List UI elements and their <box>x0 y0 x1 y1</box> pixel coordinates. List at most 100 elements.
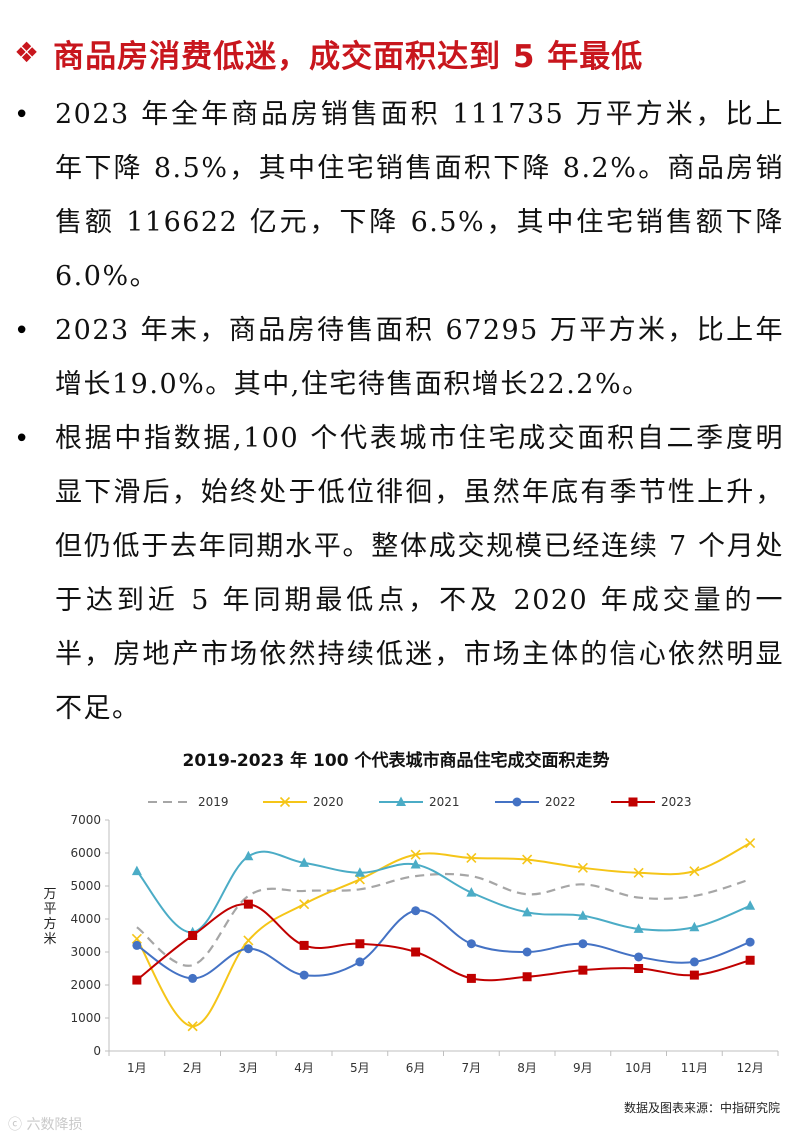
data-point-2022 <box>689 957 699 967</box>
x-tick-label: 1月 <box>127 1061 147 1075</box>
x-tick-label: 12月 <box>736 1061 763 1075</box>
x-marker-stroke <box>745 838 756 849</box>
y-tick-label: 3000 <box>70 945 101 959</box>
bullet-dot-icon: • <box>14 316 31 346</box>
data-point-2021 <box>689 921 700 932</box>
legend-item-2021: 2021 <box>379 795 460 809</box>
section-title: 商品房消费低迷，成交面积达到 5 年最低 <box>53 38 644 75</box>
legend-label: 2019 <box>198 795 229 809</box>
line-chart: 2019-2023 年 100 个代表城市商品住宅成交面积走势 2019 2020… <box>43 750 780 1115</box>
x-marker-stroke <box>410 849 421 860</box>
data-point-2023 <box>466 973 476 983</box>
series-line-2023 <box>136 903 751 982</box>
legend-item-2023: 2023 <box>611 795 692 809</box>
legend-marker <box>628 797 638 807</box>
bullet-list: • 2023 年全年商品房销售面积 111735 万平方米，比上年下降 8.5%… <box>14 88 784 736</box>
x-marker-stroke <box>633 867 644 878</box>
bullet-text: 根据中指数据,100 个代表城市住宅成交面积自二季度明显下滑后，始终处于低位徘徊… <box>55 423 784 724</box>
legend-item-2020: 2020 <box>263 795 344 809</box>
data-point-2020 <box>131 933 142 944</box>
x-marker-stroke <box>577 862 588 873</box>
data-point-2021 <box>410 859 421 869</box>
data-point-2021 <box>243 850 254 861</box>
watermark-logo: ⓒ 六数降损 <box>8 1117 83 1133</box>
chart-container: 2019-2023 年 100 个代表城市商品住宅成交面积走势 2019 2020… <box>0 738 793 1139</box>
x-tick-label: 11月 <box>681 1061 708 1075</box>
data-point-2020 <box>745 838 756 849</box>
x-tick-label: 6月 <box>406 1061 426 1075</box>
data-point-2020 <box>522 854 533 865</box>
y-tick-label: 5000 <box>70 879 101 893</box>
chart-axes: 0 1000 2000 3000 4000 5000 6000 7000 1月 2月 3月 4月 5月 6… <box>43 813 779 1075</box>
bullet-text: 2023 年末，商品房待售面积 67295 万平方米，比上年增长19.0%。其中… <box>55 315 784 400</box>
data-point-2022 <box>578 939 588 949</box>
x-tick-label: 7月 <box>462 1061 482 1075</box>
x-marker-stroke <box>131 933 142 944</box>
data-point-2020 <box>187 1021 198 1032</box>
data-point-2023 <box>243 899 253 909</box>
bullet-item: • 2023 年末，商品房待售面积 67295 万平方米，比上年增长19.0%。… <box>14 304 784 412</box>
data-point-2021 <box>354 867 365 877</box>
data-point-2023 <box>132 975 142 985</box>
data-point-2020 <box>466 852 477 864</box>
x-tick-label: 2月 <box>183 1061 203 1075</box>
data-point-2023 <box>578 965 588 975</box>
chart-source: 数据及图表来源：中指研究院 <box>624 1100 780 1115</box>
data-point-2023 <box>634 964 644 973</box>
series-2022 <box>132 906 755 983</box>
data-point-2022 <box>634 952 644 962</box>
bullet-dot-icon: • <box>14 100 31 130</box>
x-marker-stroke <box>279 796 291 808</box>
data-point-2022 <box>243 944 253 954</box>
y-tick-label: 0 <box>93 1044 101 1058</box>
data-point-2022 <box>745 937 755 947</box>
series-2023 <box>132 899 755 985</box>
x-tick-label: 8月 <box>517 1061 537 1075</box>
y-tick-label: 2000 <box>70 978 101 992</box>
data-point-2023 <box>188 931 198 940</box>
x-tick-label: 5月 <box>350 1061 370 1075</box>
data-point-2023 <box>522 972 532 982</box>
y-tick-label: 7000 <box>70 813 101 827</box>
data-point-2021 <box>522 906 533 917</box>
legend-item-2019: 2019 <box>148 795 229 809</box>
data-point-2022 <box>299 970 309 980</box>
series-2019 <box>136 872 751 967</box>
data-point-2023 <box>745 955 755 965</box>
legend-label: 2022 <box>545 795 576 809</box>
data-point-2022 <box>355 957 365 967</box>
series-line-2020 <box>136 842 751 1028</box>
data-point-2021 <box>299 857 310 867</box>
data-point-2022 <box>411 906 421 916</box>
data-point-2021 <box>131 865 142 876</box>
diamond-bullet-icon: ❖ <box>14 36 40 69</box>
legend-label: 2021 <box>429 795 460 809</box>
y-tick-label: 6000 <box>70 846 101 860</box>
data-point-2020 <box>410 849 421 860</box>
bullet-item: • 根据中指数据,100 个代表城市住宅成交面积自二季度明显下滑后，始终处于低位… <box>14 412 784 736</box>
y-tick-label: 4000 <box>70 912 101 926</box>
x-marker-stroke <box>522 854 533 865</box>
legend-item-2022: 2022 <box>495 795 576 809</box>
data-point-2023 <box>299 940 309 950</box>
legend-label: 2023 <box>661 795 692 809</box>
data-point-2022 <box>466 939 476 949</box>
data-point-2021 <box>577 910 588 920</box>
x-marker-stroke <box>243 935 254 946</box>
chart-legend: 2019 2020 2021 2022 2023 <box>148 795 692 809</box>
data-point-2023 <box>411 947 421 957</box>
y-tick-label: 1000 <box>70 1011 101 1025</box>
legend-marker <box>396 796 406 806</box>
data-point-2020 <box>633 867 644 878</box>
data-point-2020 <box>689 866 700 877</box>
y-axis-label: 万平方米 <box>43 887 56 947</box>
x-marker-stroke <box>466 852 477 864</box>
x-marker-stroke <box>187 1021 198 1032</box>
chart-title: 2019-2023 年 100 个代表城市商品住宅成交面积走势 <box>183 750 610 771</box>
series-line-2019 <box>136 872 751 967</box>
legend-label: 2020 <box>313 795 344 809</box>
bullet-item: • 2023 年全年商品房销售面积 111735 万平方米，比上年下降 8.5%… <box>14 88 784 304</box>
series-2020 <box>131 838 756 1032</box>
bullet-text: 2023 年全年商品房销售面积 111735 万平方米，比上年下降 8.5%，其… <box>55 99 784 292</box>
data-point-2020 <box>299 899 310 910</box>
